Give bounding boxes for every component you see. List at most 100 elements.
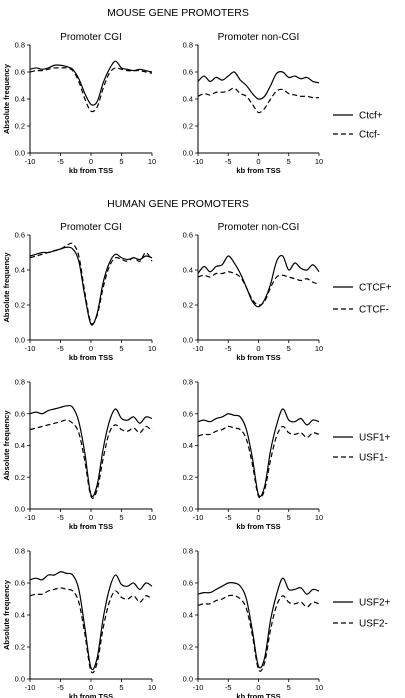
series-line <box>29 571 153 671</box>
y-tick-label: 0.0 <box>15 675 25 684</box>
series-line <box>29 246 153 326</box>
x-tick-label: 10 <box>315 683 323 692</box>
legend-label: USF1+ <box>359 433 391 444</box>
series-line <box>197 271 320 306</box>
y-tick-label: 0.2 <box>15 122 25 131</box>
x-tick-label: 5 <box>287 157 291 166</box>
legend: Ctcf+ Ctcf- <box>333 111 383 141</box>
x-tick-label: 10 <box>315 344 323 353</box>
x-tick-label: 0 <box>256 157 260 166</box>
y-tick-label: 0.8 <box>183 41 193 50</box>
y-tick-label: 0.2 <box>15 473 25 482</box>
panel-title: Promoter non-CGI <box>218 32 300 43</box>
y-tick-label: 0.0 <box>15 149 25 158</box>
y-axis-title: Absolute frequency <box>2 410 11 481</box>
y-tick-label: 0.4 <box>15 266 25 275</box>
y-tick-label: 0.6 <box>15 409 25 418</box>
x-axis-title: kb from TSS <box>236 692 280 698</box>
y-tick-label: 0.4 <box>183 441 193 450</box>
series-line <box>197 87 320 114</box>
x-tick-label: 0 <box>256 344 260 353</box>
x-axis-title: kb from TSS <box>69 692 113 698</box>
x-tick-label: -10 <box>25 157 36 166</box>
x-tick-label: 0 <box>256 513 260 522</box>
x-tick-label: -5 <box>225 513 232 522</box>
y-tick-label: 0.6 <box>15 68 25 77</box>
y-tick-label: 0.4 <box>183 266 193 275</box>
chart-panel: 0.0 0.2 0.4 0.6 0.8 -10 -5 0 5 10 kb from TSS <box>183 378 324 531</box>
y-tick-label: 0.2 <box>15 301 25 310</box>
y-tick-label: 0.4 <box>15 611 25 620</box>
y-tick-label: 0.6 <box>183 231 193 240</box>
x-tick-label: 10 <box>315 513 323 522</box>
legend-label: CTCF- <box>359 305 389 316</box>
y-tick-label: 0.6 <box>15 579 25 588</box>
y-tick-label: 0.6 <box>183 409 193 418</box>
x-tick-label: 5 <box>119 157 123 166</box>
legend: USF1+ USF1- <box>333 433 391 464</box>
x-tick-label: 0 <box>89 513 93 522</box>
series-line <box>197 425 320 499</box>
x-tick-label: -5 <box>225 157 232 166</box>
y-tick-label: 0.4 <box>183 95 193 104</box>
y-tick-label: 0.6 <box>15 231 25 240</box>
human-section-title: HUMAN GENE PROMOTERS <box>107 198 249 210</box>
y-tick-label: 0.6 <box>183 68 193 77</box>
series-line <box>29 242 153 325</box>
x-tick-label: -5 <box>57 344 64 353</box>
x-tick-label: 5 <box>119 683 123 692</box>
chart-panel: Promoter non-CGI 0.0 0.2 0.4 0.6 -10 -5 0 5 10 kb … <box>183 222 324 362</box>
x-tick-label: 10 <box>148 344 156 353</box>
chart-panel: Promoter non-CGI 0.0 0.2 0.4 0.6 0.8 -10 -5 0 5 10… <box>183 32 324 175</box>
x-tick-label: -5 <box>57 513 64 522</box>
x-tick-label: 0 <box>256 683 260 692</box>
series-line <box>197 254 320 308</box>
x-tick-label: -10 <box>193 157 204 166</box>
series-line <box>29 419 153 499</box>
series-line <box>29 60 153 106</box>
y-tick-label: 0.8 <box>15 547 25 556</box>
panel-title: Promoter CGI <box>60 222 122 233</box>
x-tick-label: -5 <box>57 157 64 166</box>
x-axis-title: kb from TSS <box>236 522 280 531</box>
x-tick-label: 5 <box>287 683 291 692</box>
chart-panel: 0.0 0.2 0.4 0.6 0.8 -10 -5 0 5 10 kb from TSS Absol… <box>2 378 156 531</box>
x-tick-label: -10 <box>25 683 36 692</box>
legend-label: Ctcf- <box>359 130 380 141</box>
x-tick-label: 5 <box>119 344 123 353</box>
x-tick-label: 10 <box>148 157 156 166</box>
panel-title: Promoter non-CGI <box>218 222 300 233</box>
chart-panels: Promoter CGI 0.0 0.2 0.4 0.6 0.8 -10 -5 0 5 10 kb f… <box>2 32 323 698</box>
y-tick-label: 0.0 <box>15 336 25 345</box>
legend-group: Ctcf+ Ctcf- CTCF+ CTCF- USF1+ USF1- USF2+ USF2- <box>333 111 392 630</box>
x-tick-label: -5 <box>57 683 64 692</box>
x-axis-title: kb from TSS <box>236 353 280 362</box>
series-line <box>197 594 320 672</box>
x-axis-title: kb from TSS <box>69 166 113 175</box>
legend-label: USF2- <box>359 619 388 630</box>
x-tick-label: 5 <box>287 513 291 522</box>
legend-label: Ctcf+ <box>359 111 383 122</box>
x-axis-title: kb from TSS <box>69 353 113 362</box>
x-tick-label: 5 <box>287 344 291 353</box>
chart-panel: Promoter CGI 0.0 0.2 0.4 0.6 -10 -5 0 5 10 kb from… <box>2 222 156 362</box>
x-tick-label: -5 <box>225 683 232 692</box>
y-tick-label: 0.2 <box>183 643 193 652</box>
y-tick-label: 0.0 <box>15 505 25 514</box>
x-tick-label: -10 <box>193 344 204 353</box>
y-tick-label: 0.2 <box>183 301 193 310</box>
x-axis-title: kb from TSS <box>236 166 280 175</box>
y-tick-label: 0.2 <box>183 473 193 482</box>
y-axis-title: Absolute frequency <box>2 579 11 650</box>
y-tick-label: 0.2 <box>15 643 25 652</box>
legend: USF2+ USF2- <box>333 598 391 630</box>
series-line <box>197 577 320 669</box>
y-tick-label: 0.0 <box>183 336 193 345</box>
y-tick-label: 0.4 <box>15 441 25 450</box>
chart-panel: Promoter CGI 0.0 0.2 0.4 0.6 0.8 -10 -5 0 5 10 kb f… <box>2 32 156 175</box>
y-tick-label: 0.4 <box>15 95 25 104</box>
y-tick-label: 0.8 <box>15 41 25 50</box>
mouse-section-title: MOUSE GENE PROMOTERS <box>107 7 249 19</box>
x-axis-title: kb from TSS <box>69 522 113 531</box>
